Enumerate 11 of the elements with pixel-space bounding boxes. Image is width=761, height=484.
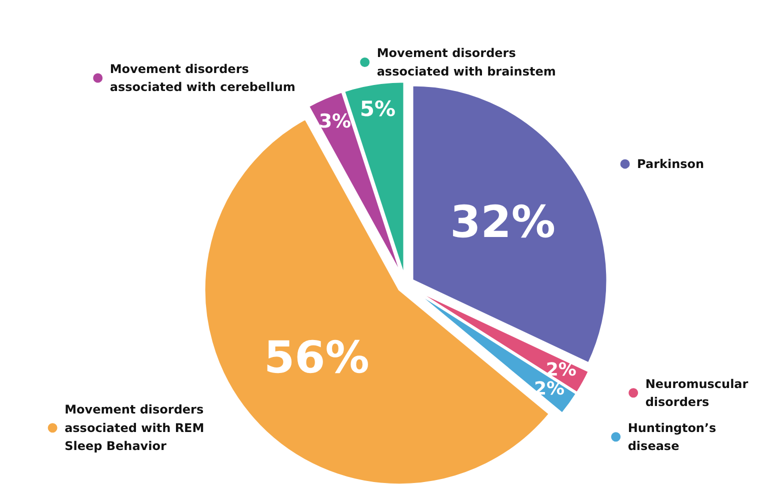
data-label: 56%	[264, 332, 370, 384]
legend-label: Movement disorders associated with REM Sleep Behavior	[64, 402, 204, 454]
legend-label: Parkinson	[637, 156, 704, 171]
legend-label: Movement disorders associated with cerebellum	[110, 62, 296, 94]
data-label: 32%	[450, 197, 556, 248]
data-label: 5%	[360, 97, 396, 122]
legend-label: Movement disorders associated with brainstem	[376, 46, 556, 78]
legend-label: Neuromuscular disorders	[645, 376, 748, 409]
data-label: 2%	[546, 360, 576, 381]
data-label: 3%	[318, 110, 352, 132]
legend-label: Huntington’s disease	[628, 420, 716, 453]
